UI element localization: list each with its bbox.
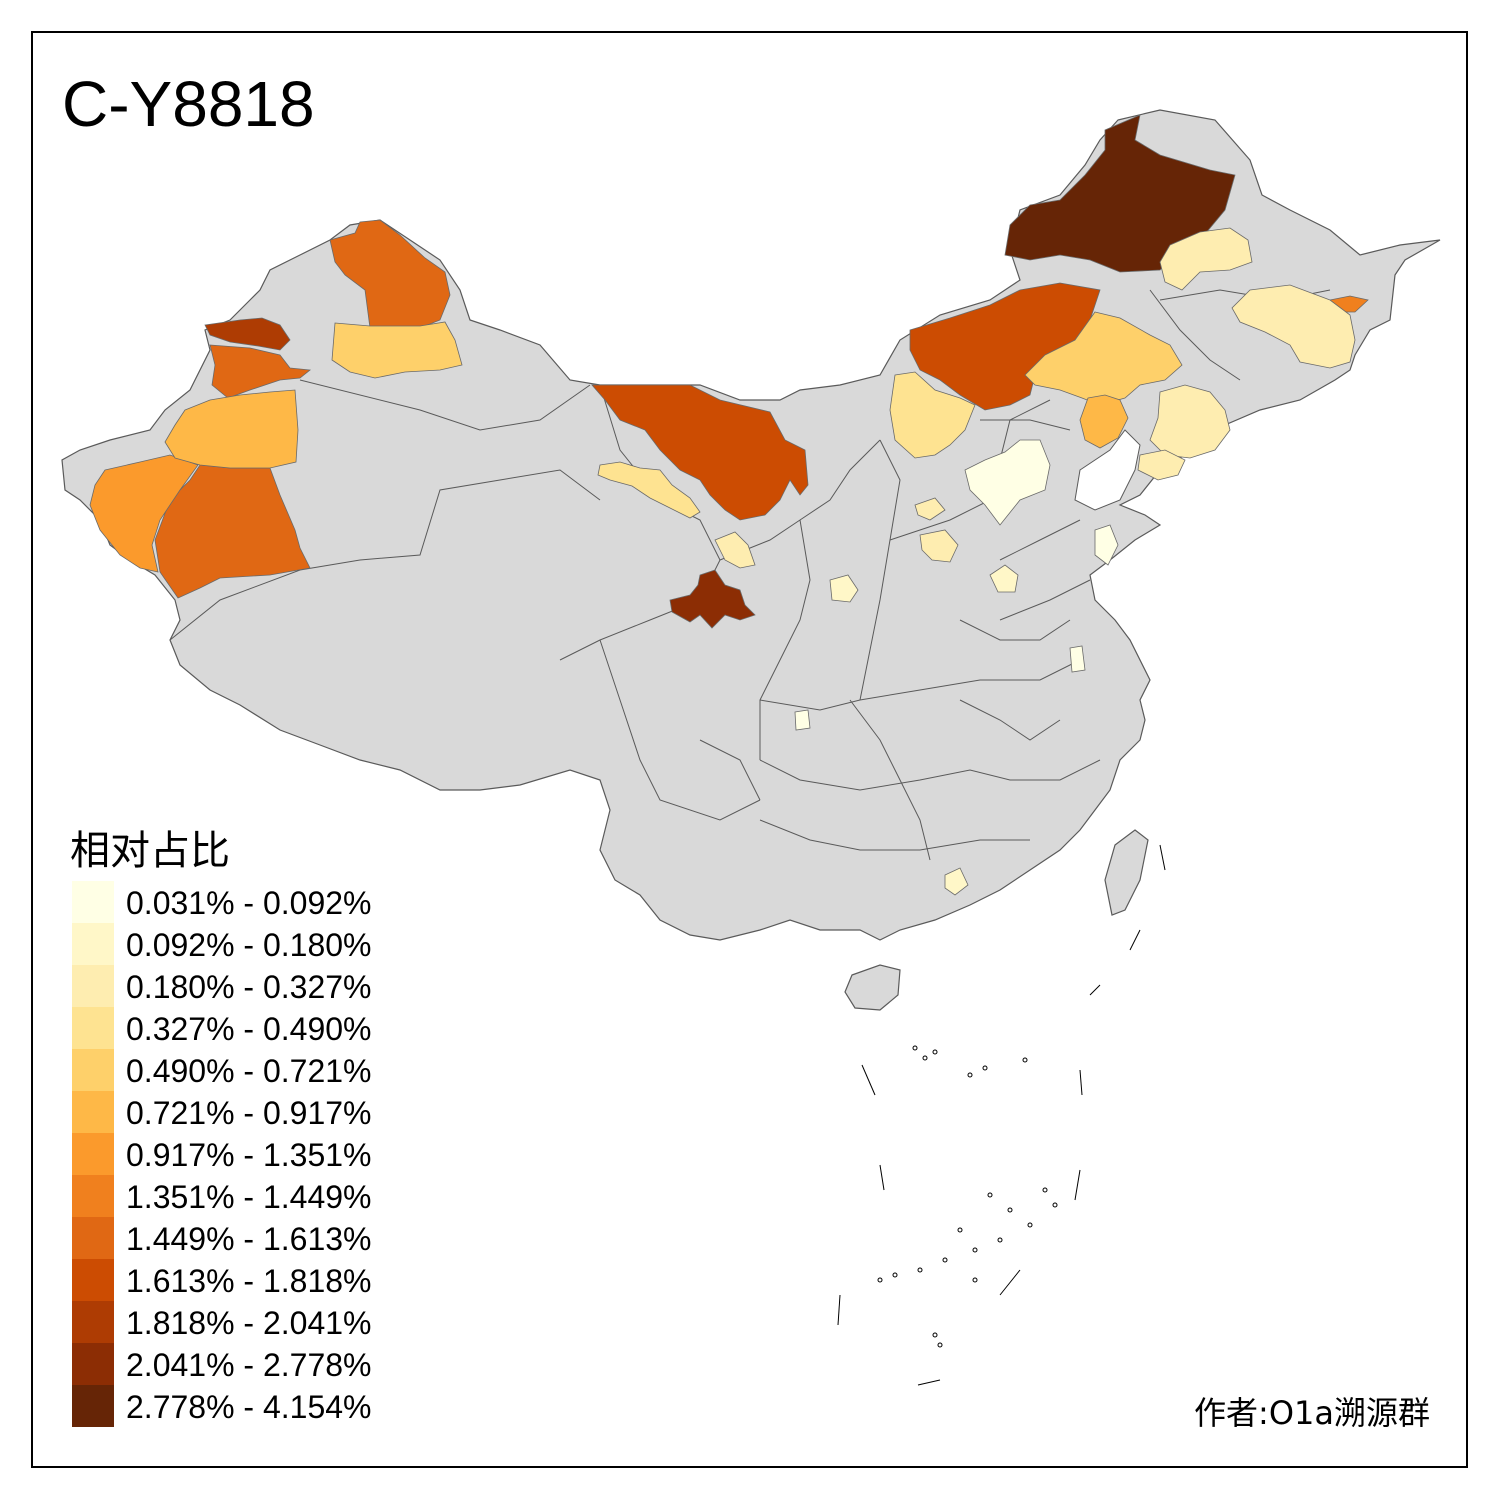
author-credit: 作者:O1a溯源群 bbox=[1194, 1394, 1430, 1432]
region-shaanxi-south[interactable] bbox=[829, 574, 859, 603]
bohai-sea bbox=[1074, 429, 1141, 511]
legend-label: 1.449% - 1.613% bbox=[126, 1221, 372, 1257]
region-xinjiang-tacheng-west[interactable] bbox=[204, 317, 291, 351]
legend-title: 相对占比 bbox=[70, 828, 230, 874]
legend-item: 0.327% - 0.490% bbox=[72, 1007, 402, 1049]
region-liaoning-east[interactable] bbox=[1137, 449, 1186, 481]
legend-label: 1.613% - 1.818% bbox=[126, 1263, 372, 1299]
region-jilin-east[interactable] bbox=[1149, 384, 1231, 459]
legend-swatch bbox=[72, 1049, 114, 1091]
legend-item: 0.092% - 0.180% bbox=[72, 923, 402, 965]
region-inner-mongolia-west[interactable] bbox=[591, 384, 809, 521]
legend: 0.031% - 0.092% 0.092% - 0.180% 0.180% - 0… bbox=[72, 881, 402, 1427]
legend-swatch bbox=[72, 1217, 114, 1259]
legend-item: 1.613% - 1.818% bbox=[72, 1259, 402, 1301]
region-shanxi-central[interactable] bbox=[914, 497, 946, 521]
legend-item: 2.778% - 4.154% bbox=[72, 1385, 402, 1427]
legend-item: 0.917% - 1.351% bbox=[72, 1133, 402, 1175]
legend-label: 0.327% - 0.490% bbox=[126, 1011, 372, 1047]
taiwan-island bbox=[1104, 829, 1149, 916]
region-sichuan-spot[interactable] bbox=[794, 709, 811, 731]
region-shandong-east[interactable] bbox=[1094, 524, 1119, 566]
legend-label: 2.778% - 4.154% bbox=[126, 1389, 372, 1425]
region-xinjiang-aksu[interactable] bbox=[164, 389, 299, 469]
region-shandong-west[interactable] bbox=[989, 564, 1019, 593]
legend-swatch bbox=[72, 881, 114, 923]
legend-item: 0.490% - 0.721% bbox=[72, 1049, 402, 1091]
legend-swatch bbox=[72, 1385, 114, 1427]
legend-swatch bbox=[72, 1175, 114, 1217]
map-frame bbox=[31, 31, 1468, 1468]
region-heilongjiang-east[interactable] bbox=[1231, 284, 1356, 369]
region-heilongjiang-northwest[interactable] bbox=[1159, 227, 1253, 291]
legend-item: 0.031% - 0.092% bbox=[72, 881, 402, 923]
legend-swatch bbox=[72, 1091, 114, 1133]
region-hebei-central[interactable] bbox=[964, 439, 1051, 526]
legend-label: 0.092% - 0.180% bbox=[126, 927, 372, 963]
region-hebei-north[interactable] bbox=[889, 371, 976, 459]
legend-item: 1.351% - 1.449% bbox=[72, 1175, 402, 1217]
legend-swatch bbox=[72, 1343, 114, 1385]
legend-item: 2.041% - 2.778% bbox=[72, 1343, 402, 1385]
legend-item: 0.721% - 0.917% bbox=[72, 1091, 402, 1133]
legend-label: 1.818% - 2.041% bbox=[126, 1305, 372, 1341]
legend-label: 0.721% - 0.917% bbox=[126, 1095, 372, 1131]
region-xinjiang-altay[interactable] bbox=[329, 219, 451, 329]
region-liaoning-west[interactable] bbox=[1079, 394, 1129, 449]
legend-label: 0.031% - 0.092% bbox=[126, 885, 372, 921]
legend-label: 0.180% - 0.327% bbox=[126, 969, 372, 1005]
region-guangdong-spot[interactable] bbox=[944, 867, 969, 896]
legend-item: 0.180% - 0.327% bbox=[72, 965, 402, 1007]
legend-label: 0.490% - 0.721% bbox=[126, 1053, 372, 1089]
region-gansu-hexi[interactable] bbox=[597, 461, 701, 519]
data-regions bbox=[89, 114, 1369, 896]
legend-swatch bbox=[72, 1301, 114, 1343]
region-xinjiang-changji[interactable] bbox=[331, 321, 463, 379]
region-xinjiang-hotan[interactable] bbox=[154, 464, 311, 599]
south-china-sea-islands bbox=[837, 844, 1166, 1386]
region-qinghai-central[interactable] bbox=[669, 569, 756, 629]
region-hulunbuir[interactable] bbox=[1004, 114, 1236, 273]
legend-swatch bbox=[72, 1007, 114, 1049]
legend-swatch bbox=[72, 923, 114, 965]
region-gansu-east[interactable] bbox=[714, 531, 756, 569]
region-shanxi-south[interactable] bbox=[919, 529, 959, 563]
legend-swatch bbox=[72, 1133, 114, 1175]
region-xinjiang-ili[interactable] bbox=[209, 344, 312, 399]
region-jiangsu-spot[interactable] bbox=[1069, 645, 1086, 673]
legend-label: 2.041% - 2.778% bbox=[126, 1347, 372, 1383]
legend-label: 1.351% - 1.449% bbox=[126, 1179, 372, 1215]
legend-item: 1.449% - 1.613% bbox=[72, 1217, 402, 1259]
map-title: C-Y8818 bbox=[62, 68, 315, 140]
hainan-island bbox=[844, 964, 901, 1011]
legend-item: 1.818% - 2.041% bbox=[72, 1301, 402, 1343]
legend-label: 0.917% - 1.351% bbox=[126, 1137, 372, 1173]
legend-swatch bbox=[72, 965, 114, 1007]
legend-swatch bbox=[72, 1259, 114, 1301]
